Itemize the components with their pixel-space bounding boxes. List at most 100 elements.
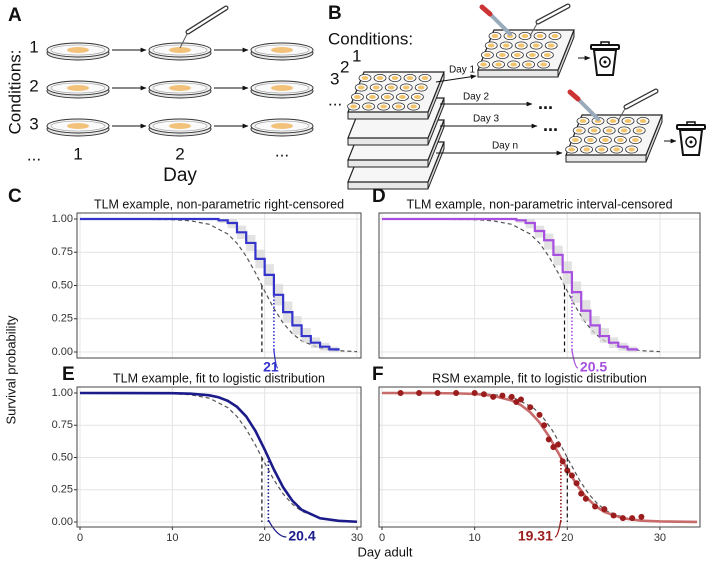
well-culture (529, 53, 536, 57)
data-point (610, 512, 617, 519)
well-culture (495, 62, 502, 67)
y-tick-label: 0.75 (52, 246, 73, 258)
well-culture (617, 138, 624, 142)
y-axis-label: Survival probability (3, 315, 18, 425)
data-point (578, 490, 585, 497)
y-tick-label: 0.50 (52, 451, 73, 463)
pipette (576, 97, 600, 121)
arrow-label: Day 3 (473, 114, 500, 125)
well-culture (635, 128, 643, 133)
well-culture (568, 147, 575, 152)
well-culture (572, 138, 579, 142)
x-tick-label: 20 (259, 532, 271, 544)
biohazard-core (689, 140, 693, 144)
well-culture (380, 104, 387, 109)
well-culture (551, 34, 559, 38)
well-culture (639, 119, 647, 123)
biohazard (685, 136, 697, 148)
stack-label: 1 (352, 46, 361, 65)
stack-label: 2 (340, 57, 349, 76)
well-culture (536, 34, 544, 38)
well-culture (406, 76, 414, 80)
well-culture (499, 53, 506, 57)
confidence-band (382, 219, 637, 352)
culture (169, 85, 191, 91)
data-point (592, 503, 599, 510)
well-culture (514, 53, 521, 57)
column-label: 1 (73, 144, 82, 163)
well-culture (376, 76, 384, 80)
data-point (513, 399, 520, 406)
pick-handle-inner (624, 89, 658, 109)
culture (271, 47, 293, 53)
bin-handle (686, 121, 696, 126)
data-point (582, 495, 589, 502)
well-culture (598, 147, 605, 152)
x-tick-label: 20 (561, 532, 573, 544)
panel-letter: B (328, 3, 342, 24)
panel-letter: E (62, 364, 75, 385)
y-tick-label: 0.75 (52, 419, 73, 431)
arrow (435, 74, 477, 83)
y-tick-label: 1.00 (52, 213, 73, 225)
y-tick-label: 0.25 (52, 484, 73, 496)
plate-side (565, 154, 647, 163)
well-culture (414, 95, 421, 99)
biohazard (599, 56, 611, 68)
plate-side (347, 181, 429, 190)
plot-frame (378, 386, 701, 528)
well-culture (532, 43, 540, 48)
plate-side (347, 137, 429, 146)
well-culture (365, 104, 372, 109)
data-point (480, 391, 487, 398)
diagram-layer (46, 3, 706, 190)
plate-side (347, 111, 429, 120)
arrow-label: Day n (492, 141, 518, 152)
data-point (517, 396, 524, 403)
chart-title: TLM example, non-parametric interval-cen… (406, 197, 672, 211)
well-culture (350, 104, 357, 109)
x-tick-label: 0 (379, 532, 385, 544)
well-culture (357, 85, 365, 90)
well-culture (547, 43, 555, 48)
pick-handle-inner (536, 4, 570, 24)
pick (617, 106, 627, 122)
y-tick-label: 1.00 (52, 387, 73, 399)
well-culture (510, 62, 517, 67)
well-culture (372, 85, 380, 90)
well-culture (620, 128, 628, 133)
continuation: ... (538, 93, 553, 113)
conditions-title: Conditions: (328, 29, 413, 48)
plot-frame (76, 212, 362, 359)
well-culture (399, 95, 406, 99)
data-point (434, 390, 441, 396)
data-point (619, 515, 626, 522)
x-tick-label: 30 (654, 532, 666, 544)
chart-title: RSM example, fit to logistic distributio… (432, 371, 647, 385)
well-culture (421, 76, 429, 80)
well-culture (579, 119, 587, 123)
well-culture (402, 85, 410, 90)
x-tick-label: 0 (77, 532, 83, 544)
row-label: 2 (29, 76, 38, 95)
well-culture (583, 147, 590, 152)
data-point (508, 393, 515, 400)
well-culture (605, 128, 613, 133)
culture (67, 123, 89, 129)
culture (169, 47, 191, 53)
median-arrow (554, 519, 562, 538)
x-tick-label: 10 (469, 532, 481, 544)
arrow-label: Day 2 (463, 92, 490, 103)
bin-handle (600, 41, 610, 46)
well-culture (417, 85, 425, 90)
median-label: 20.5 (580, 359, 607, 375)
culture (67, 85, 89, 91)
well-culture (609, 119, 617, 123)
data-point (397, 390, 404, 396)
biohazard-core (603, 60, 607, 64)
data-point (545, 436, 552, 443)
well-culture (544, 53, 551, 57)
data-point (555, 441, 562, 448)
pipette-bulb (479, 4, 493, 17)
culture (169, 123, 191, 129)
